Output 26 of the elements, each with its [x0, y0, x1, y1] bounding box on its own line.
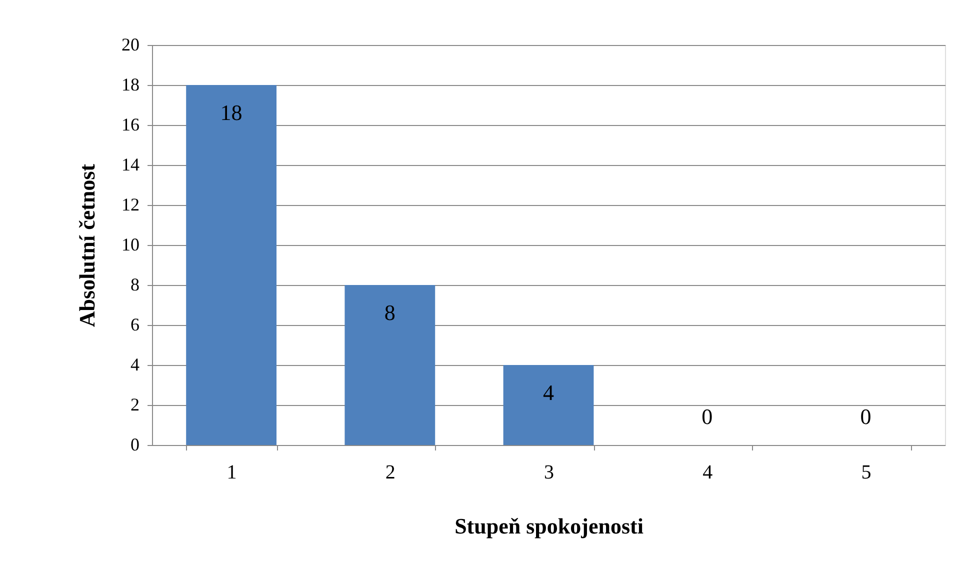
- y-tick-label: 20: [122, 34, 140, 54]
- y-tick-label: 8: [130, 274, 140, 294]
- x-tick-label: 3: [544, 462, 554, 484]
- y-tick-label: 4: [130, 354, 140, 374]
- data-label: 0: [860, 404, 872, 429]
- y-tick-label: 10: [122, 234, 140, 254]
- x-tick-label: 4: [702, 462, 713, 484]
- bar: [503, 365, 594, 445]
- x-tick-label: 2: [385, 462, 396, 484]
- y-tick-label: 2: [130, 394, 140, 414]
- x-axis-title: Stupeň spokojenosti: [454, 514, 644, 538]
- data-label: 8: [384, 300, 396, 325]
- y-tick-label: 18: [122, 74, 140, 94]
- bar: [186, 85, 276, 445]
- x-tick-label: 5: [861, 462, 872, 484]
- y-tick-label: 16: [122, 114, 140, 134]
- y-tick-label: 12: [122, 194, 140, 214]
- x-tick-label: 1: [226, 462, 237, 484]
- y-axis-title: Absolutní četnost: [74, 163, 100, 328]
- y-tick-label: 14: [122, 154, 140, 174]
- bar: [344, 285, 436, 445]
- y-tick-label: 0: [130, 434, 140, 454]
- data-label: 4: [543, 380, 554, 405]
- data-label: 18: [220, 100, 242, 125]
- y-tick-label: 6: [130, 314, 140, 334]
- data-label: 0: [702, 404, 713, 429]
